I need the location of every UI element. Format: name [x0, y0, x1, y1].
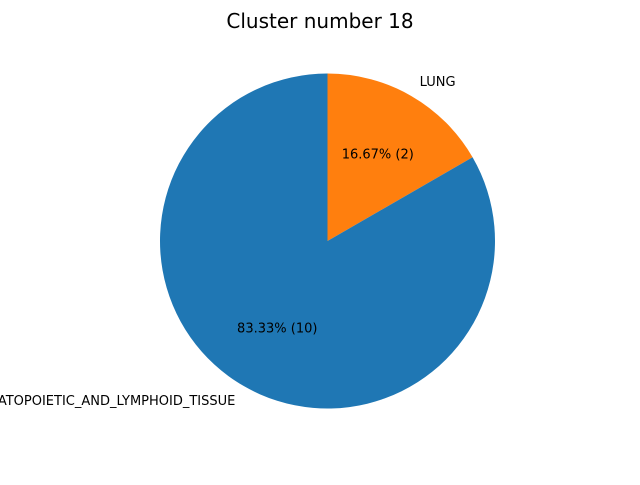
pie-labels: 16.67% (2) LUNG 83.33% (10) HAEMATOPOIETIC_…	[0, 75, 456, 409]
slice-percent-label: 16.67% (2)	[342, 147, 414, 162]
pie-slice-lung	[327, 73, 473, 241]
slice-percent-label: 83.33% (10)	[237, 322, 317, 337]
pie-slice-haematopoietic-and-lymphoid-tissue	[160, 73, 496, 409]
pie-slices	[160, 73, 496, 409]
chart-title: Cluster number 18	[226, 9, 413, 33]
slice-category-label: HAEMATOPOIETIC_AND_LYMPHOID_TISSUE	[0, 394, 235, 409]
slice-category-label: LUNG	[420, 75, 456, 90]
